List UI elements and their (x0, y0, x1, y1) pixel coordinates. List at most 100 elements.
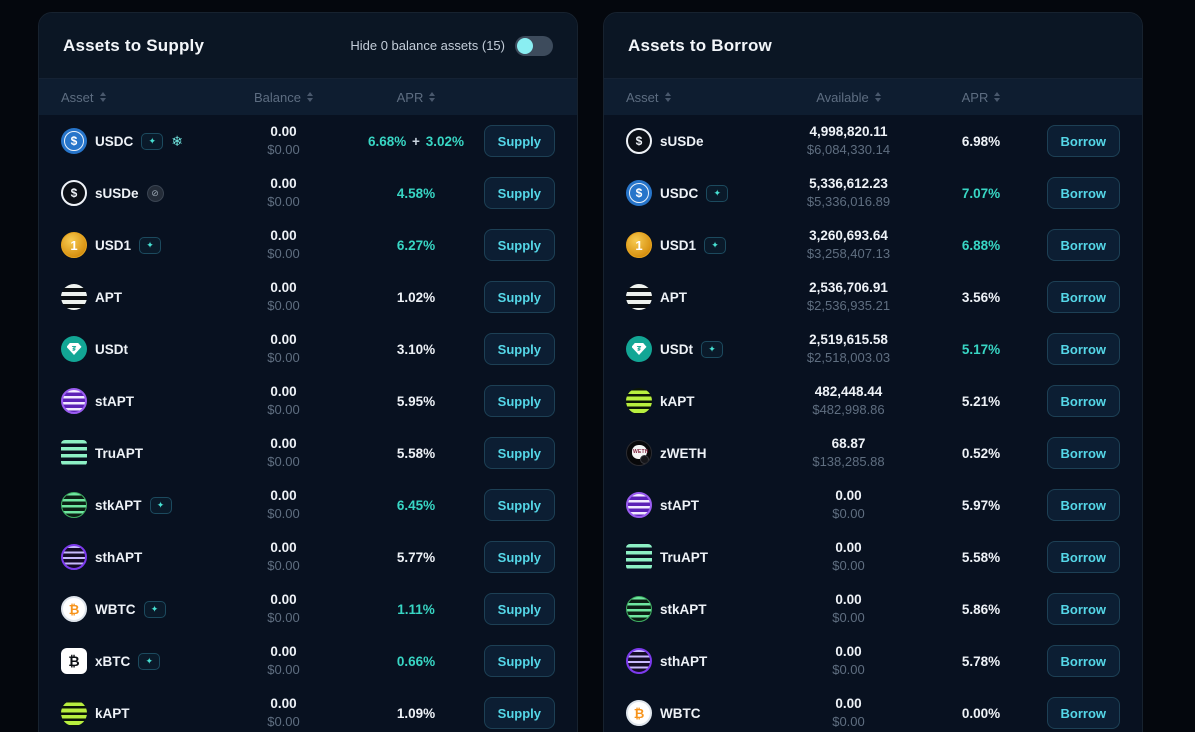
asset-cell: ₿ WBTC ✦ (61, 596, 211, 622)
susde-coin-icon: $ (626, 128, 652, 154)
hide-zero-balance-switch[interactable] (515, 35, 553, 56)
supply-button-usd1[interactable]: Supply (483, 229, 555, 261)
kapt-coin-icon (626, 388, 652, 414)
asset-row-wbtc: ₿ WBTC 0.00 $0.00 0.00% Borrow (604, 687, 1142, 732)
borrow-button-usdc[interactable]: Borrow (1046, 177, 1120, 209)
balance-usd-value: $0.00 (832, 714, 865, 730)
action-cell: Borrow (1041, 541, 1120, 573)
borrow-panel-header: Assets to Borrow (604, 13, 1142, 79)
borrow-column-header: Asset Available APR (604, 79, 1142, 115)
balance-cell: 3,260,693.64 $3,258,407.13 (776, 227, 921, 263)
balance-cell: 0.00 $0.00 (211, 695, 356, 731)
balance-amount: 3,260,693.64 (809, 228, 888, 244)
borrow-button-stkapt[interactable]: Borrow (1046, 593, 1120, 625)
supply-button-stkapt[interactable]: Supply (483, 489, 555, 521)
balance-amount: 68.87 (831, 436, 866, 452)
balance-amount: 0.00 (270, 540, 297, 556)
column-asset[interactable]: Asset (626, 90, 776, 105)
supply-button-kapt[interactable]: Supply (483, 697, 555, 729)
borrow-button-zweth[interactable]: Borrow (1046, 437, 1120, 469)
borrow-button-wbtc[interactable]: Borrow (1046, 697, 1120, 729)
column-apr[interactable]: APR (921, 90, 1041, 105)
column-asset[interactable]: Asset (61, 90, 211, 105)
supply-rows: $ USDC ✦ ❄ 0.00 $0.00 6.68% + 3.02% Supply $ sUSD… (39, 115, 577, 732)
balance-usd-value: $482,998.86 (812, 402, 885, 418)
borrow-button-apt[interactable]: Borrow (1046, 281, 1120, 313)
action-cell: Supply (476, 177, 555, 209)
borrow-button-stapt[interactable]: Borrow (1046, 489, 1120, 521)
balance-cell: 2,536,706.91 $2,536,935.21 (776, 279, 921, 315)
balance-amount: 0.00 (835, 540, 862, 556)
apr-cell: 6.98% (921, 134, 1041, 149)
apr-value: 0.00% (961, 705, 1001, 721)
supply-button-xbtc[interactable]: Supply (483, 645, 555, 677)
asset-cell: $ USDC ✦ ❄ (61, 128, 211, 154)
apr-cell: 5.97% (921, 498, 1041, 513)
action-cell: Supply (476, 437, 555, 469)
balance-cell: 5,336,612.23 $5,336,016.89 (776, 175, 921, 211)
supply-button-usdc[interactable]: Supply (483, 125, 555, 157)
supply-button-sthapt[interactable]: Supply (483, 541, 555, 573)
asset-symbol: APT (660, 289, 687, 305)
column-available[interactable]: Available (776, 90, 921, 105)
supply-button-stapt[interactable]: Supply (483, 385, 555, 417)
balance-cell: 0.00 $0.00 (211, 539, 356, 575)
action-cell: Borrow (1041, 333, 1120, 365)
balance-usd-value: $0.00 (267, 194, 300, 210)
balance-usd-value: $0.00 (832, 506, 865, 522)
sparkle-badge: ✦ (143, 600, 166, 618)
action-cell: Supply (476, 645, 555, 677)
usdt-coin-icon: ₮ (61, 336, 87, 362)
borrow-button-usdt[interactable]: Borrow (1046, 333, 1120, 365)
borrow-button-truapt[interactable]: Borrow (1046, 541, 1120, 573)
column-apr[interactable]: APR (356, 90, 476, 105)
action-cell: Supply (476, 697, 555, 729)
usdc-coin-icon: $ (626, 180, 652, 206)
balance-cell: 68.87 $138,285.88 (776, 435, 921, 471)
asset-cell: TruAPT (626, 544, 776, 570)
balance-cell: 0.00 $0.00 (211, 175, 356, 211)
usd1-coin-icon: 1 (61, 232, 87, 258)
asset-symbol: USDC (95, 133, 134, 149)
supply-button-usdt[interactable]: Supply (483, 333, 555, 365)
asset-row-apt: APT 0.00 $0.00 1.02% Supply (39, 271, 577, 323)
asset-symbol: WBTC (95, 601, 136, 617)
borrow-rows: $ sUSDe 4,998,820.11 $6,084,330.14 6.98% Borr… (604, 115, 1142, 732)
action-cell: Supply (476, 229, 555, 261)
supply-button-truapt[interactable]: Supply (483, 437, 555, 469)
balance-amount: 0.00 (270, 332, 297, 348)
action-cell: Borrow (1041, 385, 1120, 417)
sthapt-coin-icon (61, 544, 87, 570)
action-cell: Borrow (1041, 125, 1120, 157)
borrow-button-usd1[interactable]: Borrow (1046, 229, 1120, 261)
asset-symbol: USD1 (95, 237, 132, 253)
apr-value: 1.11% (397, 601, 435, 617)
borrow-button-susde[interactable]: Borrow (1046, 125, 1120, 157)
apr-plus-sign: + (408, 133, 424, 149)
apr-value: 0.52% (961, 445, 1001, 461)
borrow-button-sthapt[interactable]: Borrow (1046, 645, 1120, 677)
supply-button-susde[interactable]: Supply (483, 177, 555, 209)
supply-button-apt[interactable]: Supply (483, 281, 555, 313)
apr-value: 5.95% (396, 393, 436, 409)
asset-row-zweth: WETH zWETH 68.87 $138,285.88 0.52% Borrow (604, 427, 1142, 479)
balance-usd-value: $0.00 (832, 610, 865, 626)
usd1-coin-icon: 1 (626, 232, 652, 258)
supply-button-wbtc[interactable]: Supply (483, 593, 555, 625)
usdt-coin-icon: ₮ (626, 336, 652, 362)
balance-usd-value: $2,536,935.21 (806, 298, 891, 314)
asset-cell: stAPT (626, 492, 776, 518)
borrow-button-kapt[interactable]: Borrow (1046, 385, 1120, 417)
asset-row-kapt: kAPT 482,448.44 $482,998.86 5.21% Borrow (604, 375, 1142, 427)
apt-coin-icon (626, 284, 652, 310)
apr-value: 6.68% (368, 133, 407, 149)
apr-value: 6.27% (396, 237, 436, 253)
action-cell: Borrow (1041, 229, 1120, 261)
balance-amount: 4,998,820.11 (809, 124, 888, 140)
sthapt-coin-icon (626, 648, 652, 674)
balance-amount: 5,336,612.23 (809, 176, 888, 192)
apr-bonus-value: 3.02% (425, 133, 464, 149)
column-balance[interactable]: Balance (211, 90, 356, 105)
sparkle-badge: ✦ (141, 132, 164, 150)
balance-cell: 0.00 $0.00 (776, 695, 921, 731)
